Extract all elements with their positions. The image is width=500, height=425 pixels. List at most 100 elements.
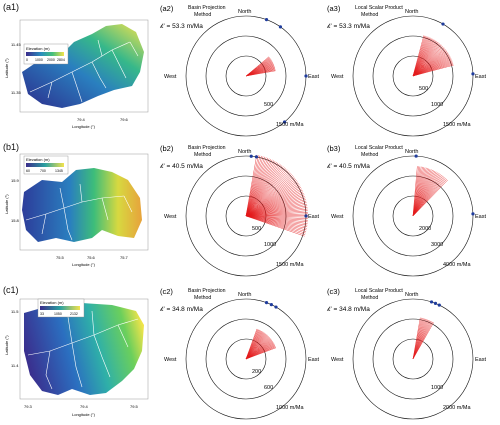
legend-tick: 1050: [54, 312, 62, 316]
fan-line: [245, 161, 276, 217]
polar-ring: [352, 155, 474, 277]
colorbar: [26, 163, 64, 167]
direction-fan: [412, 317, 434, 360]
direction-fan: [412, 35, 454, 77]
method-title: Method: [361, 152, 378, 158]
fan-line: [245, 182, 299, 217]
direction-dot: [254, 155, 259, 159]
polar-ring: [205, 175, 287, 257]
tick-label: 79.4: [77, 117, 86, 122]
compass-east: East: [475, 214, 486, 220]
tick-label: 75.7: [120, 255, 129, 260]
x-axis-label: Longitude (°): [72, 412, 96, 417]
compass-west: West: [164, 214, 177, 220]
elevation-map-c1: Elevation (m) 33 1050 2132 79.3 79.4 79.…: [4, 298, 149, 417]
legend-tick: 2132: [70, 312, 78, 316]
compass-west: West: [331, 357, 344, 363]
direction-fan: [245, 56, 276, 77]
fan-line: [245, 157, 268, 217]
compass-north: North: [238, 9, 251, 15]
compass-east: East: [475, 74, 486, 80]
polar-ring: [205, 35, 287, 117]
fan-line: [245, 163, 280, 217]
legend-tick: 1000: [35, 58, 43, 62]
direction-dot: [264, 301, 269, 305]
fan-line: [245, 215, 308, 218]
polar-ring: [372, 35, 454, 117]
ring-value-label: 4000 m/Ma: [443, 262, 471, 268]
x-axis-label: Longitude (°): [72, 124, 96, 129]
fan-line: [245, 166, 284, 217]
polar-ring: [372, 175, 454, 257]
fan-line: [245, 159, 273, 217]
fan-line: [245, 215, 308, 217]
ring-value-label: 2000 m/Ma: [443, 405, 471, 411]
direction-dot: [264, 18, 269, 22]
fan-line: [245, 197, 306, 217]
fan-line: [245, 200, 307, 217]
panel-label: (b2): [160, 144, 174, 153]
ring-value-label: 500: [419, 86, 428, 92]
compass-east: East: [308, 214, 319, 220]
tick-label: 75.5: [56, 255, 65, 260]
kappa-label: 𝓀' = 40.5 m/Ma: [326, 163, 370, 170]
tick-label: 79.4: [80, 404, 89, 409]
panel-label: (a2): [160, 4, 174, 13]
ring-value-label: 1000: [431, 385, 443, 391]
polar-ring: [372, 318, 454, 400]
fan-line: [245, 215, 306, 235]
compass-west: West: [164, 357, 177, 363]
panel-label-b1: (b1): [3, 142, 20, 152]
compass-east: East: [308, 74, 319, 80]
tick-label: 79.6: [120, 117, 129, 122]
kappa-label: 𝓀' = 40.5 m/Ma: [159, 163, 203, 170]
kappa-label: 𝓀' = 53.3 m/Ma: [326, 23, 370, 30]
method-title: Local Scalar Product: [355, 5, 403, 11]
legend-tick: 2804: [57, 58, 65, 62]
legend-title: Elevation (m): [40, 300, 64, 305]
elevation-map-b1: Elevation (m) 60 700 1345 75.5 75.6 75.7…: [4, 153, 149, 267]
ring-value-label: 2000: [419, 226, 431, 232]
compass-north: North: [405, 149, 418, 155]
fan-line: [245, 155, 259, 217]
panel-label: (b3): [327, 144, 341, 153]
polar-ring: [352, 298, 474, 420]
y-axis-label: Latitude (°): [4, 335, 9, 355]
compass-north: North: [238, 149, 251, 155]
fan-line: [245, 184, 300, 217]
method-title: Local Scalar Product: [355, 288, 403, 294]
fan-line: [245, 181, 298, 217]
fan-line: [245, 215, 308, 221]
basin-shape: [22, 168, 142, 242]
fan-line: [245, 213, 308, 217]
tick-label: 15.9: [11, 178, 20, 183]
ring-value-label: 1500 m/Ma: [276, 262, 304, 268]
fan-line: [245, 172, 291, 217]
fan-line: [245, 215, 307, 229]
ring-value-label: 1000 m/Ma: [276, 405, 304, 411]
direction-dot: [437, 303, 441, 307]
polar-ring: [185, 298, 307, 420]
fan-line: [245, 215, 307, 232]
ring-value-label: 500: [264, 102, 273, 108]
fan-line: [245, 202, 307, 217]
legend-tick: 2000: [47, 58, 55, 62]
elevation-map-a1: Elevation (m) 0 1000 2000 2804 79.4 79.6…: [4, 19, 149, 129]
tick-label: 11.4: [11, 363, 19, 368]
polar-ring: [392, 338, 434, 380]
colorbar: [26, 52, 64, 56]
panel-label-a1: (a1): [3, 2, 20, 12]
method-title: Method: [194, 295, 211, 301]
fan-line: [245, 173, 292, 217]
compass-east: East: [475, 357, 486, 363]
direction-dot: [429, 300, 434, 304]
fan-line: [245, 161, 277, 217]
fan-line: [245, 167, 285, 217]
compass-west: West: [331, 74, 344, 80]
